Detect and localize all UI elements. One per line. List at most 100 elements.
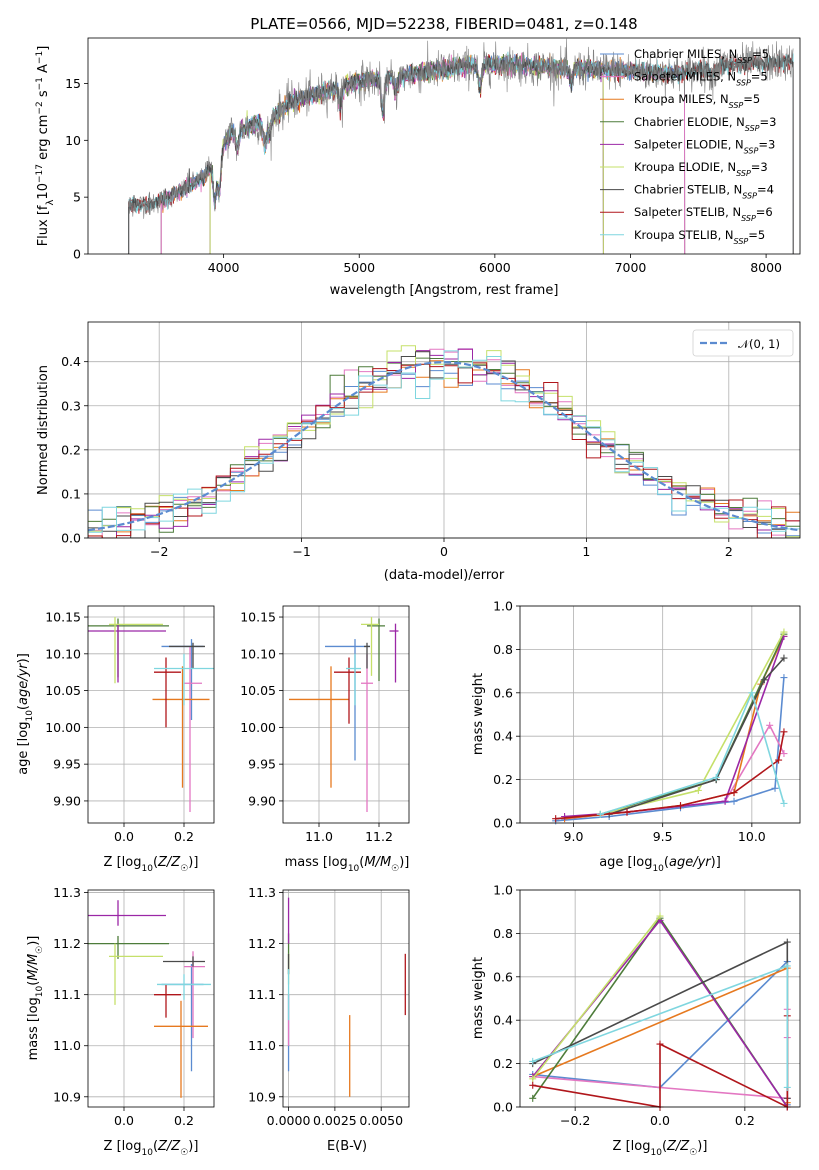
y-tick-label: 10.9 [53, 1089, 81, 1104]
errorbar-kroupa_stelib [346, 653, 361, 706]
series-marker-salpeter_elodie [721, 797, 729, 805]
x-axis-label: age [log10(age/yr)] [599, 855, 721, 874]
x-axis-label: (data-model)/error [384, 568, 505, 583]
series-marker-kroupa_stelib [748, 689, 756, 697]
errorbar-chabrier_miles [161, 964, 204, 1072]
x-tick-label: 0.2 [735, 1113, 755, 1128]
axes-residuals: −2 −1 0 1 2 0.0 0.1 0.2 0.3 0.4 𝒩(0, 1) (data-model… [36, 321, 801, 583]
model-spectrum-chabrier_elodie [209, 53, 604, 254]
x-axis-label: E(B-V) [327, 1139, 367, 1154]
y-tick-label: 5 [73, 190, 81, 205]
y-tick-label: 10.00 [240, 720, 276, 735]
x-axis-label: mass [log10(M/M☉)] [285, 855, 410, 874]
errorbars [289, 617, 399, 812]
y-tick-label: 11.2 [53, 936, 81, 951]
y-tick-label: 10.05 [240, 683, 276, 698]
model-spectrum-chabrier_miles [160, 52, 686, 254]
axes-frame [87, 889, 215, 1108]
legend-label-chabrier_stelib: Chabrier STELIB, NSSP=4 [634, 183, 774, 201]
axes-massweight_vs_Z: −0.2 0.0 0.2 0.0 0.2 0.4 0.6 0.8 1.0 Z [log10(Z/Z… [471, 883, 801, 1158]
y-tick-label: 0.4 [493, 1013, 513, 1028]
axes-age_vs_mass: 11.0 11.2 9.90 9.95 10.00 10.05 10.10 10.15 mass… [240, 605, 410, 874]
errorbar-salpeter_miles [361, 653, 373, 812]
series-line-salpeter_miles [564, 723, 785, 820]
gaussian-curve [88, 360, 800, 532]
errorbar-kroupa_stelib [154, 653, 214, 706]
legend-label-kroupa_miles: Kroupa MILES, NSSP=5 [634, 92, 760, 110]
histograms [88, 345, 800, 538]
x-tick-label: −0.2 [560, 1113, 590, 1128]
series-marker-salpeter_stelib [775, 756, 783, 764]
axes-frame [87, 605, 215, 824]
series-marker-kroupa_stelib [783, 1083, 791, 1091]
axes-frame [519, 889, 801, 1108]
y-axis-label: Flux [fλ10−17 erg cm−2 s−1 A−1] [35, 46, 56, 247]
series-marker-kroupa_stelib [596, 810, 604, 818]
series-marker-chabrier_elodie [529, 1094, 537, 1102]
series-marker-chabrier_stelib [783, 938, 791, 946]
x-tick-label: 9.0 [564, 829, 584, 844]
series-marker-kroupa_stelib [529, 1057, 537, 1065]
series-marker-kroupa_elodie [780, 628, 788, 636]
x-tick-label: 2 [725, 544, 733, 559]
errorbar-salpeter_elodie [88, 900, 166, 926]
series-marker-salpeter_miles [766, 721, 774, 729]
legend-label-gaussian: 𝒩(0, 1) [738, 337, 780, 351]
series-lines [529, 912, 791, 1111]
data-spectrum [128, 38, 794, 219]
x-tick-label: 1 [582, 544, 590, 559]
legend-box [692, 329, 794, 357]
y-tick-label: 10.9 [248, 1089, 276, 1104]
x-axis-label: Z [log10(Z/Z☉)] [104, 855, 199, 874]
legend-label-salpeter_elodie: Salpeter ELODIE, NSSP=3 [634, 137, 775, 155]
y-tick-label: 10.10 [240, 646, 276, 661]
legend-label-chabrier_miles: Chabrier MILES, NSSP=5 [634, 47, 769, 65]
y-axis-label: age [log10(age/yr)] [16, 653, 35, 775]
axes-massweight_vs_age: 9.0 9.5 10.0 0.0 0.2 0.4 0.6 0.8 1.0 age [log10(a… [471, 599, 801, 874]
model-spectrum-kroupa_elodie [209, 55, 604, 254]
y-tick-label: 0.8 [493, 926, 513, 941]
series-marker-salpeter_stelib [780, 728, 788, 736]
y-tick-label: 0.1 [61, 486, 81, 501]
axes-frame [519, 605, 801, 824]
errorbar-kroupa_miles [289, 666, 349, 788]
series-marker-chabrier_miles [771, 784, 779, 792]
x-tick-label: 0.0025 [313, 1113, 357, 1128]
y-tick-label: 1.0 [493, 599, 513, 614]
x-tick-label: 4000 [208, 260, 240, 275]
y-tick-label: 10.15 [45, 610, 81, 625]
legend-label-salpeter_stelib: Salpeter STELIB, NSSP=6 [634, 205, 773, 223]
y-tick-label: 9.95 [248, 757, 276, 772]
errorbars [88, 617, 214, 812]
x-tick-label: −1 [292, 544, 310, 559]
y-axis-label: Normed distribution [36, 365, 51, 495]
errorbar-salpeter_elodie [88, 623, 166, 683]
errorbars [287, 897, 406, 1097]
y-tick-label: 9.90 [248, 793, 276, 808]
series-line-chabrier_stelib [608, 657, 785, 816]
errorbar-chabrier_stelib [163, 956, 205, 967]
x-axis-label: Z [log10(Z/Z☉)] [613, 1139, 708, 1158]
y-tick-label: 0.4 [61, 354, 81, 369]
legend-label-chabrier_elodie: Chabrier ELODIE, NSSP=3 [634, 115, 776, 133]
y-tick-label: 10.05 [45, 683, 81, 698]
y-tick-label: 11.3 [53, 885, 81, 900]
x-tick-label: 0.2 [174, 1113, 194, 1128]
errorbar-salpeter_miles [184, 646, 202, 812]
y-tick-label: 0.6 [493, 969, 513, 984]
y-axis-label: mass weight [471, 957, 486, 1039]
series-marker-salpeter_miles [780, 750, 788, 758]
y-tick-label: 0.2 [493, 772, 513, 787]
x-tick-label: 5000 [343, 260, 375, 275]
y-tick-label: 0.8 [493, 642, 513, 657]
x-tick-label: 8000 [750, 260, 782, 275]
model-spectrum-salpeter_elodie [209, 55, 604, 254]
errorbar-kroupa_elodie [109, 617, 163, 684]
x-tick-label: 0.0050 [359, 1113, 403, 1128]
legend: Chabrier MILES, NSSP=5 Salpeter MILES, NS… [600, 47, 776, 245]
model-spectrum-kroupa_miles [160, 53, 686, 254]
x-axis-label: Z [log10(Z/Z☉)] [104, 1139, 199, 1158]
y-tick-label: 11.1 [53, 987, 81, 1002]
axes-age_vs_Z: 0.0 0.2 9.90 9.95 10.00 10.05 10.10 10.15 Z [log… [16, 605, 215, 874]
